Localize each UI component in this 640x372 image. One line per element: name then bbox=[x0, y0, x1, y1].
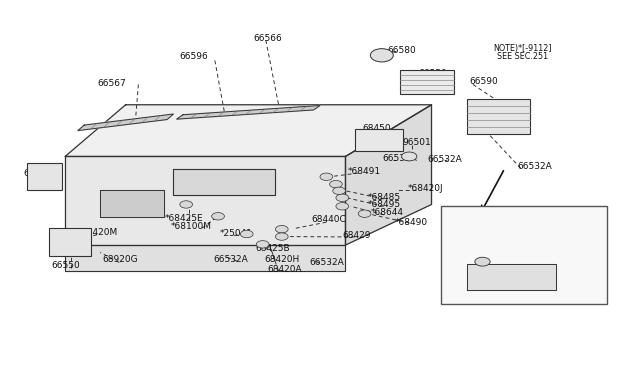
Text: 66580: 66580 bbox=[387, 46, 415, 55]
Polygon shape bbox=[65, 245, 346, 271]
Polygon shape bbox=[78, 114, 173, 131]
Circle shape bbox=[241, 230, 253, 238]
Circle shape bbox=[333, 187, 346, 195]
Text: 68420A: 68420A bbox=[268, 265, 302, 274]
Text: 66581: 66581 bbox=[23, 169, 52, 178]
Polygon shape bbox=[100, 190, 164, 217]
Text: 66567: 66567 bbox=[97, 79, 125, 88]
Circle shape bbox=[256, 241, 269, 248]
Polygon shape bbox=[346, 105, 431, 245]
Circle shape bbox=[320, 173, 333, 180]
Circle shape bbox=[275, 225, 288, 233]
Text: 96501: 96501 bbox=[499, 218, 527, 227]
Text: 66596: 66596 bbox=[180, 52, 209, 61]
Circle shape bbox=[371, 49, 394, 62]
FancyBboxPatch shape bbox=[49, 228, 91, 256]
Text: 68425B: 68425B bbox=[255, 244, 290, 253]
Text: 68440C: 68440C bbox=[312, 215, 346, 224]
Circle shape bbox=[358, 210, 371, 217]
Text: 96501P: 96501P bbox=[525, 234, 559, 243]
Text: 68429: 68429 bbox=[342, 231, 371, 240]
Text: 68420M: 68420M bbox=[81, 228, 117, 237]
FancyBboxPatch shape bbox=[355, 129, 403, 151]
Text: 68450: 68450 bbox=[363, 124, 391, 133]
Text: 66532A: 66532A bbox=[518, 162, 552, 171]
Circle shape bbox=[275, 233, 288, 240]
Circle shape bbox=[212, 212, 225, 220]
Text: *68491: *68491 bbox=[348, 167, 381, 176]
Circle shape bbox=[401, 152, 417, 161]
Text: 66566: 66566 bbox=[253, 34, 282, 43]
Polygon shape bbox=[173, 169, 275, 195]
Text: *68495: *68495 bbox=[368, 201, 401, 209]
Text: *685C00 3: *685C00 3 bbox=[467, 294, 507, 303]
Text: 68420H: 68420H bbox=[264, 254, 299, 264]
Text: 66532A: 66532A bbox=[310, 258, 344, 267]
Text: 96501: 96501 bbox=[403, 138, 431, 147]
Text: *68420J: *68420J bbox=[408, 184, 444, 193]
Text: 68920G: 68920G bbox=[102, 255, 138, 264]
Text: 26738A: 26738A bbox=[464, 234, 499, 243]
Text: 66550: 66550 bbox=[419, 69, 447, 78]
Text: *68644: *68644 bbox=[371, 208, 404, 217]
Text: 66590: 66590 bbox=[470, 77, 499, 86]
Circle shape bbox=[475, 257, 490, 266]
Circle shape bbox=[330, 180, 342, 188]
FancyBboxPatch shape bbox=[467, 99, 531, 134]
Text: 66532A: 66532A bbox=[427, 155, 462, 164]
FancyBboxPatch shape bbox=[441, 206, 607, 304]
Polygon shape bbox=[177, 106, 320, 119]
Polygon shape bbox=[65, 105, 431, 157]
Text: 66550: 66550 bbox=[51, 261, 80, 270]
Polygon shape bbox=[65, 157, 346, 245]
Text: 66532A: 66532A bbox=[213, 255, 248, 264]
FancyBboxPatch shape bbox=[399, 70, 454, 94]
Circle shape bbox=[336, 194, 349, 202]
Text: GST+SST: GST+SST bbox=[459, 208, 501, 217]
Text: *68100M: *68100M bbox=[170, 222, 211, 231]
Polygon shape bbox=[467, 263, 556, 290]
Text: *68425E: *68425E bbox=[164, 214, 203, 222]
Text: *68490: *68490 bbox=[395, 218, 428, 227]
Text: *25041: *25041 bbox=[220, 230, 252, 238]
Text: NOTE)*[-9112]: NOTE)*[-9112] bbox=[493, 44, 552, 53]
FancyBboxPatch shape bbox=[27, 163, 62, 190]
Text: 66532A: 66532A bbox=[383, 154, 417, 163]
Text: *68485: *68485 bbox=[368, 193, 401, 202]
Circle shape bbox=[180, 201, 193, 208]
Circle shape bbox=[336, 203, 349, 210]
Text: SEE SEC.251: SEE SEC.251 bbox=[497, 52, 548, 61]
